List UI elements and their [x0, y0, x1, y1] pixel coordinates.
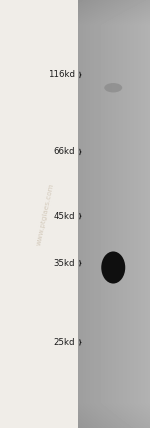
Ellipse shape [101, 252, 125, 284]
Text: 25kd: 25kd [54, 338, 75, 347]
Text: 45kd: 45kd [54, 211, 75, 221]
Ellipse shape [104, 83, 122, 92]
Text: 66kd: 66kd [54, 147, 75, 157]
Text: 35kd: 35kd [54, 259, 75, 268]
Text: 116kd: 116kd [48, 70, 75, 80]
Text: www.ptglaes.com: www.ptglaes.com [35, 182, 55, 246]
